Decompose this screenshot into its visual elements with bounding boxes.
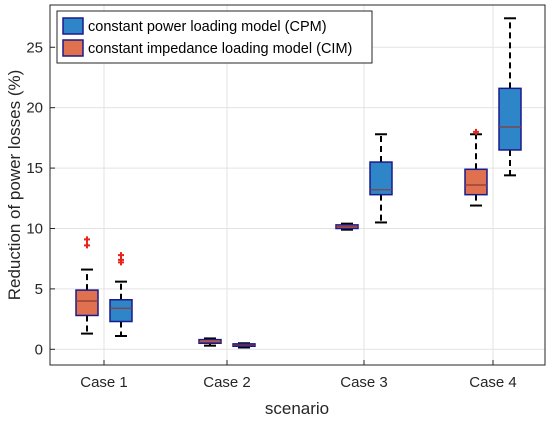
box-body: [109, 299, 133, 323]
box-cim-2: [198, 337, 222, 347]
y-axis-title: Reduction of power losses (%): [5, 70, 24, 301]
legend-label: constant power loading model (CPM): [88, 19, 327, 35]
x-tick-label: Case 4: [469, 374, 517, 391]
box-series: [75, 17, 522, 349]
legend-swatch: [62, 17, 84, 35]
legend-swatch: [62, 39, 84, 57]
box-cpm-3: [369, 133, 393, 224]
box-cim-4: [464, 128, 488, 207]
x-axis-title: scenario: [265, 399, 329, 418]
box-body: [369, 161, 393, 196]
legend: constant power loading model (CPM) consta…: [56, 10, 373, 64]
y-axis-ticks: 0 5 10 15 20 25: [26, 39, 55, 358]
x-axis-ticks: Case 1 Case 2 Case 3 Case 4: [80, 360, 517, 391]
legend-label: constant impedance loading model (CIM): [88, 41, 352, 57]
box-cim-1: [75, 236, 99, 335]
y-tick-label: 5: [35, 281, 43, 298]
box-cpm-4: [498, 17, 522, 177]
box-cim-3: [335, 222, 359, 231]
outlier-marker: [84, 242, 90, 249]
x-tick-label: Case 3: [340, 374, 388, 391]
box-body: [198, 338, 222, 345]
x-tick-label: Case 1: [80, 374, 128, 391]
box-cpm-2: [232, 342, 256, 349]
outlier-marker: [473, 128, 479, 135]
y-tick-label: 15: [26, 160, 43, 177]
box-body: [464, 168, 488, 196]
y-tick-label: 25: [26, 39, 43, 56]
y-tick-label: 10: [26, 220, 43, 237]
box-body: [498, 87, 522, 151]
box-body: [75, 289, 99, 317]
y-tick-label: 0: [35, 341, 43, 358]
box-cpm-1: [109, 252, 133, 338]
x-tick-label: Case 2: [203, 374, 251, 391]
plot-area-frame: [49, 4, 546, 366]
legend-box: [56, 10, 373, 64]
outlier-marker: [118, 252, 124, 259]
y-tick-label: 20: [26, 100, 43, 117]
outlier-marker: [84, 236, 90, 243]
